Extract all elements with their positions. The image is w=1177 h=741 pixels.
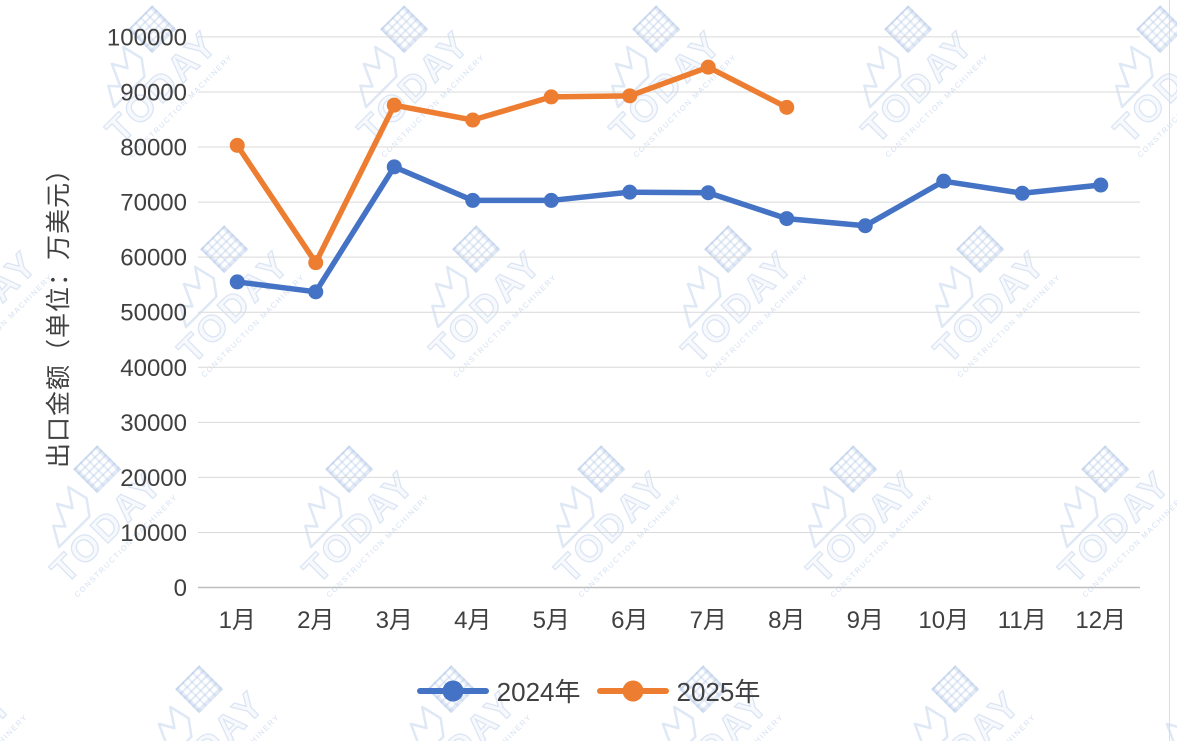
data-point-2025年 [386,97,402,113]
x-tick-label: 2月 [297,607,334,634]
x-tick-label: 12月 [1075,607,1126,634]
data-point-2025年 [779,99,795,115]
data-point-2025年 [543,89,559,105]
x-tick-label: 8月 [768,607,805,634]
data-point-2025年 [229,137,245,153]
data-point-2024年 [465,192,481,208]
legend-dot-icon [622,680,643,701]
x-tick-label: 10月 [918,607,969,634]
data-point-2024年 [1093,177,1109,193]
x-tick-label: 4月 [454,607,491,634]
series-line-2024年 [234,164,1104,295]
legend-item-2025年: 2025年 [596,672,761,709]
y-tick-label: 10000 [120,520,187,547]
y-tick-label: 20000 [120,465,187,492]
data-point-2024年 [386,159,402,175]
y-tick-label: 50000 [120,300,187,327]
x-tick-label: 1月 [219,607,256,634]
data-point-2024年 [936,173,952,189]
y-tick-label: 70000 [120,190,187,217]
page-edge-line [1169,0,1170,741]
data-point-2024年 [622,184,638,200]
legend-line-marker-icon [596,680,669,701]
x-tick-label: 5月 [533,607,570,634]
x-tick-label: 3月 [376,607,413,634]
legend-dot-icon [442,680,464,701]
data-point-2025年 [700,59,716,75]
legend-item-2024年: 2024年 [416,672,581,709]
y-tick-label: 30000 [120,410,187,437]
x-tick-label: 7月 [690,607,727,634]
data-point-2024年 [543,192,559,208]
legend-label: 2025年 [676,677,761,707]
legend-label: 2024年 [496,677,581,707]
y-tick-label: 0 [174,575,187,602]
data-point-2024年 [857,218,873,234]
data-point-2025年 [308,255,324,271]
y-tick-label: 100000 [107,24,187,51]
data-point-2024年 [1014,185,1030,201]
data-point-2024年 [308,284,324,300]
data-point-2025年 [465,112,481,128]
y-tick-label: 80000 [120,135,187,162]
y-tick-label: 40000 [120,355,187,382]
y-tick-label: 90000 [120,79,187,106]
y-tick-label: 60000 [120,245,187,272]
x-tick-label: 9月 [847,607,884,634]
data-point-2024年 [229,274,245,290]
data-point-2025年 [622,88,638,104]
series-line-2025年 [234,64,790,266]
x-tick-label: 6月 [611,607,648,634]
data-point-2024年 [779,211,795,227]
chart-legend: 2024年 2025年 [0,672,1177,709]
legend-line-marker-icon [416,680,489,701]
data-point-2024年 [700,185,716,201]
x-tick-label: 11月 [998,607,1047,634]
